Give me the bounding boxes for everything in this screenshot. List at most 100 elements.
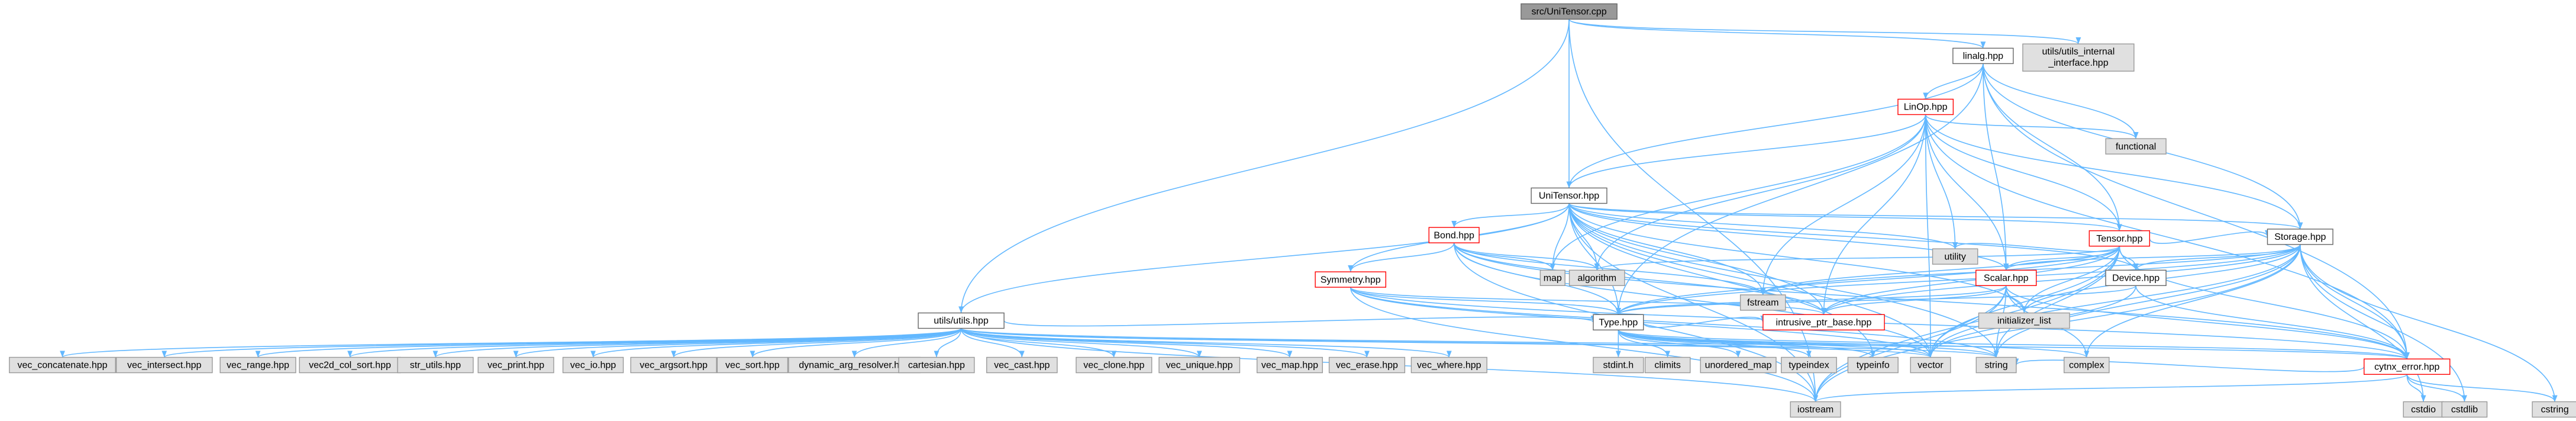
node-box xyxy=(219,356,296,374)
edge xyxy=(1821,114,1926,315)
edge xyxy=(1568,18,1986,49)
edge xyxy=(1993,246,2120,358)
node-label: initializer_list xyxy=(1997,316,2051,326)
edge xyxy=(1550,114,1926,271)
edge xyxy=(1618,329,2089,358)
node-box xyxy=(2364,358,2451,375)
node-box xyxy=(2063,356,2110,374)
node-box xyxy=(2267,229,2333,245)
edge xyxy=(960,328,1025,358)
edge xyxy=(1003,315,1596,327)
node-label: climits xyxy=(1654,361,1680,371)
edge xyxy=(2406,374,2426,402)
node-box xyxy=(115,356,213,374)
edge xyxy=(347,327,962,358)
edge xyxy=(1616,244,2301,315)
edge xyxy=(1568,203,1933,358)
node-label: vec_clone.hpp xyxy=(1083,361,1144,371)
node-box xyxy=(562,356,624,374)
node-label: vec_print.hpp xyxy=(488,361,544,371)
node-label: linalg.hpp xyxy=(1963,52,2004,62)
node-box xyxy=(716,356,789,374)
edge xyxy=(1925,114,1933,358)
node-box xyxy=(1910,356,1951,374)
edge xyxy=(1983,63,2410,359)
edge xyxy=(960,328,1117,358)
node-label: cytnx_error.hpp xyxy=(2374,362,2439,372)
node-box xyxy=(1076,356,1153,374)
node-label: vec_unique.hpp xyxy=(1166,361,1233,371)
edge xyxy=(1618,330,1671,358)
node-label: vec_cast.hpp xyxy=(994,361,1050,371)
node-label: stdint.h xyxy=(1603,361,1634,371)
edge xyxy=(1550,203,1570,271)
node-label: vector xyxy=(1918,361,1944,371)
node-box xyxy=(1978,312,2070,329)
edge xyxy=(1566,114,1926,188)
edge xyxy=(513,327,962,358)
edge xyxy=(1618,329,2410,359)
node-label: vec_argsort.hpp xyxy=(640,361,708,371)
node-label: cartesian.hpp xyxy=(908,361,965,371)
edge xyxy=(960,327,1293,358)
node-box xyxy=(1762,314,1885,330)
edge xyxy=(1925,114,1958,249)
node-box xyxy=(1256,356,1323,374)
node-box xyxy=(1781,356,1837,374)
edge xyxy=(960,328,1202,358)
node-box xyxy=(1158,356,1241,374)
edge xyxy=(851,328,962,358)
edge xyxy=(1568,203,2139,271)
node-label: vec_sort.hpp xyxy=(725,361,780,371)
edge xyxy=(1618,329,1876,358)
edge xyxy=(1760,244,2301,295)
node-label: vec_map.hpp xyxy=(1261,361,1318,371)
node-box xyxy=(2105,138,2167,155)
edge xyxy=(1642,316,1766,328)
node-label: str_utils.hpp xyxy=(410,361,461,371)
node-box xyxy=(397,356,474,374)
node-box xyxy=(2403,401,2444,418)
edge xyxy=(1928,244,2301,358)
node-label: cstdlib xyxy=(2451,405,2478,415)
edge xyxy=(1923,63,1984,99)
node-box xyxy=(1644,356,1691,374)
node-box xyxy=(1428,227,1480,243)
edge xyxy=(1813,285,2007,402)
edge xyxy=(1618,329,1933,358)
edge xyxy=(1983,63,2139,139)
node-box xyxy=(1952,47,2014,65)
node-label: Device.hpp xyxy=(2112,274,2159,284)
node-box xyxy=(1315,271,1386,288)
edge xyxy=(2300,244,2410,359)
node-label: utility xyxy=(1944,252,1965,262)
edge xyxy=(1983,63,2122,231)
node-box xyxy=(2105,269,2167,287)
edge xyxy=(1453,243,2410,359)
node-box xyxy=(1568,269,1625,287)
edge xyxy=(958,19,1570,313)
node-label: Storage.hpp xyxy=(2274,232,2326,242)
edge xyxy=(1568,203,1826,315)
edge xyxy=(2021,246,2120,313)
node-label: Tensor.hpp xyxy=(2096,234,2142,244)
edge xyxy=(2406,374,2467,402)
node-label: string xyxy=(1984,361,2007,371)
edge xyxy=(1594,245,2120,271)
node-label: Bond.hpp xyxy=(1434,230,1474,240)
edge xyxy=(2300,244,2426,402)
edge xyxy=(2135,285,2410,359)
node-label: complex xyxy=(2069,361,2104,371)
edge xyxy=(1952,242,2120,252)
node-box xyxy=(2088,230,2151,247)
node-box xyxy=(1539,269,1565,287)
node-label: vec_where.hpp xyxy=(1417,361,1481,371)
edge xyxy=(958,203,1570,313)
node-box xyxy=(1593,314,1644,330)
edge xyxy=(1925,114,2410,359)
node-box xyxy=(1790,401,1841,418)
edge xyxy=(1453,242,1766,295)
node-label: vec_concatenate.hpp xyxy=(17,361,107,371)
